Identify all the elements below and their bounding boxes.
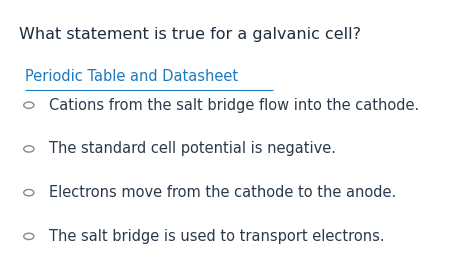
Text: The salt bridge is used to transport electrons.: The salt bridge is used to transport ele…	[49, 229, 384, 244]
Text: Periodic Table and Datasheet: Periodic Table and Datasheet	[25, 69, 238, 84]
Text: What statement is true for a galvanic cell?: What statement is true for a galvanic ce…	[19, 26, 361, 42]
Text: The standard cell potential is negative.: The standard cell potential is negative.	[49, 142, 336, 156]
Text: Cations from the salt bridge flow into the cathode.: Cations from the salt bridge flow into t…	[49, 98, 419, 113]
Text: Electrons move from the cathode to the anode.: Electrons move from the cathode to the a…	[49, 185, 396, 200]
